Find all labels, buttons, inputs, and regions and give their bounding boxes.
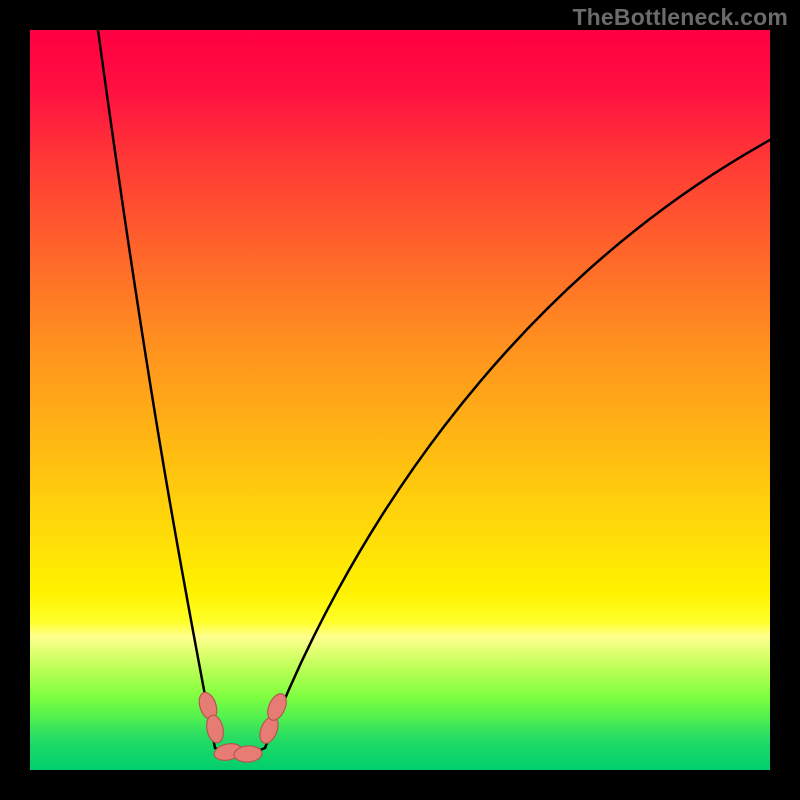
chart-frame: TheBottleneck.com bbox=[0, 0, 800, 800]
plot-area bbox=[30, 30, 770, 770]
source-watermark: TheBottleneck.com bbox=[572, 4, 788, 31]
gradient-background bbox=[30, 30, 770, 770]
bottleneck-curve-chart bbox=[30, 30, 770, 770]
